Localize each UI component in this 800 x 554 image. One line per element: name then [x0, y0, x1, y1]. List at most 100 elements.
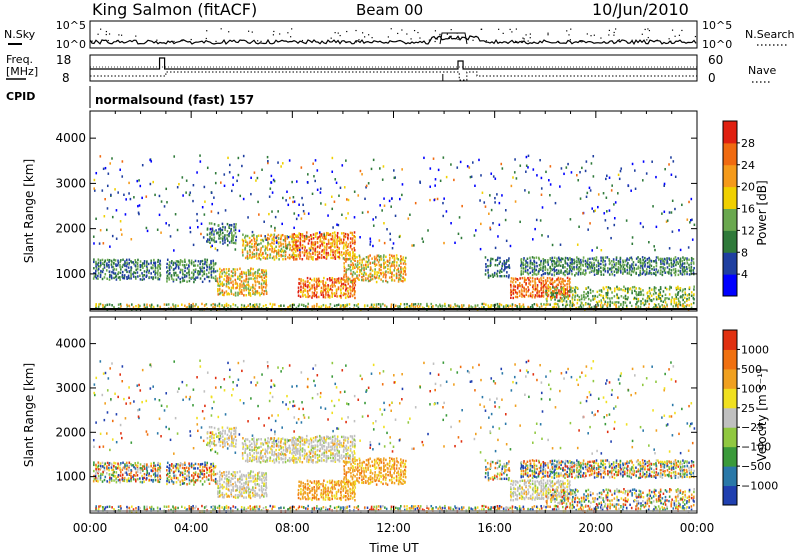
power-cell — [116, 264, 119, 267]
power-cell — [345, 159, 347, 162]
velocity-cell — [173, 464, 175, 467]
power-cell — [262, 304, 265, 308]
power-cell — [559, 296, 562, 300]
power-cell — [536, 285, 539, 289]
power-cell — [330, 195, 333, 198]
power-cell — [306, 257, 308, 260]
power-cell — [115, 268, 118, 271]
power-cell — [269, 248, 271, 251]
power-cell — [319, 238, 322, 241]
power-cell — [536, 291, 538, 294]
power-cell — [354, 296, 356, 300]
velocity-cell — [228, 436, 230, 439]
power-cell — [251, 286, 254, 289]
power-cell — [634, 169, 636, 172]
velocity-cell — [245, 443, 247, 447]
power-cell — [297, 246, 299, 250]
power-cell — [241, 238, 244, 242]
power-cell — [583, 295, 585, 298]
power-cell — [619, 258, 622, 261]
velocity-cell — [255, 455, 258, 458]
power-cell — [234, 291, 237, 295]
power-cell — [189, 230, 192, 234]
power-cell — [655, 259, 657, 262]
power-cell — [353, 239, 356, 242]
power-cell — [360, 265, 363, 268]
power-cell — [487, 276, 490, 279]
power-cell — [383, 262, 385, 265]
power-cell — [210, 259, 212, 263]
velocity-cell — [234, 445, 237, 448]
power-cell — [580, 306, 583, 309]
power-cell — [574, 274, 576, 277]
power-cell — [154, 271, 157, 275]
power-cell — [549, 265, 551, 269]
power-cell — [120, 259, 122, 262]
power-cell — [249, 288, 252, 291]
power-cell — [260, 253, 262, 256]
velocity-cell — [97, 467, 100, 471]
velocity-cell — [117, 479, 120, 482]
power-cell — [548, 271, 551, 275]
power-cell — [315, 287, 318, 290]
velocity-cell — [255, 457, 258, 460]
velocity-cell — [248, 495, 250, 499]
power-cell — [576, 256, 578, 259]
velocity-cell — [266, 449, 268, 453]
velocity-cell — [136, 464, 139, 467]
power-cell — [213, 196, 215, 199]
power-cell — [278, 304, 280, 308]
velocity-cell — [106, 466, 108, 470]
power-cell — [213, 271, 215, 274]
power-cell — [210, 191, 213, 195]
power-cell — [609, 267, 611, 270]
power-cell — [166, 269, 169, 273]
nsearch-dot — [631, 39, 633, 41]
velocity-cell — [239, 486, 241, 490]
power-cell — [145, 274, 148, 277]
power-cell — [228, 282, 230, 285]
power-cell — [572, 293, 574, 296]
velocity-cell — [201, 483, 204, 486]
power-cell — [641, 266, 644, 270]
velocity-cell — [152, 469, 154, 473]
power-cell — [333, 242, 336, 246]
velocity-cell — [115, 471, 118, 474]
power-cell — [567, 162, 569, 166]
power-cell — [273, 233, 276, 236]
power-cell — [325, 257, 328, 260]
power-cell — [693, 285, 695, 288]
power-cell — [611, 291, 613, 294]
power-cell — [466, 165, 469, 168]
power-cell — [218, 228, 220, 231]
velocity-cell — [145, 477, 148, 480]
power-cell — [556, 283, 559, 287]
power-cell — [302, 294, 304, 298]
power-cell — [112, 268, 115, 272]
velocity-cell — [211, 441, 213, 444]
velocity-cell — [99, 468, 102, 471]
velocity-cell — [211, 442, 213, 445]
power-cell — [655, 287, 657, 290]
nsearch-dot — [105, 33, 107, 36]
power-cell — [593, 297, 596, 300]
velocity-cell — [197, 475, 200, 479]
power-cell — [208, 238, 211, 242]
power-cell — [370, 167, 373, 171]
power-cell — [476, 304, 479, 307]
velocity-cell — [130, 475, 132, 478]
power-cell — [498, 201, 501, 205]
power-cell — [576, 267, 578, 271]
power-cell — [352, 258, 355, 261]
power-cell — [380, 278, 382, 281]
velocity-cell — [224, 477, 226, 480]
power-cell — [352, 270, 355, 274]
power-cell — [520, 258, 523, 261]
power-cell — [226, 239, 229, 242]
power-cell — [404, 267, 407, 270]
power-cell — [327, 293, 329, 297]
velocity-cell — [154, 465, 156, 469]
power-cell — [378, 255, 381, 259]
velocity-cell — [236, 471, 239, 474]
power-cell — [130, 261, 133, 264]
